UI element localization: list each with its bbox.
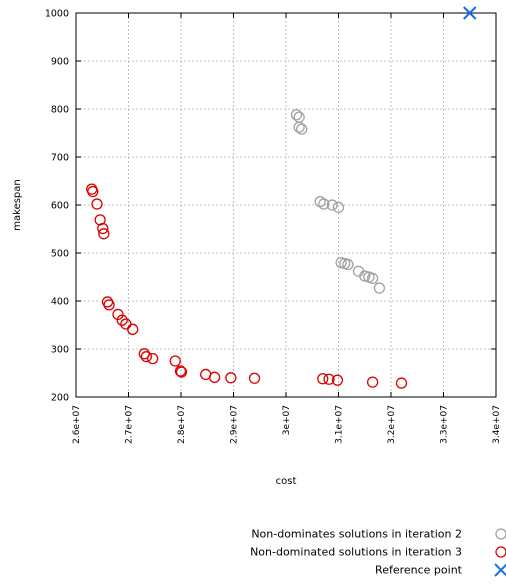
data-point	[318, 198, 330, 210]
legend-label-2: Non-dominated solutions in iteration 3	[250, 546, 462, 559]
data-point	[225, 372, 237, 384]
legend-label-3: Reference point	[375, 564, 463, 577]
y-tick-label: 600	[51, 201, 69, 212]
y-tick-label: 900	[51, 57, 69, 68]
data-point	[87, 185, 99, 198]
data-point	[116, 314, 128, 326]
legend-marker-1	[495, 528, 506, 540]
data-points	[86, 6, 477, 389]
data-point	[169, 355, 181, 367]
y-tick-label: 300	[51, 345, 69, 356]
y-axis-label: makespan	[12, 179, 23, 230]
x-tick-label: 3.2e+07	[387, 405, 397, 444]
data-point	[175, 366, 188, 378]
data-point	[140, 351, 153, 363]
series-2-points	[86, 183, 408, 389]
grid	[75, 12, 497, 398]
data-point	[91, 198, 103, 210]
y-tick-label: 200	[51, 393, 69, 404]
data-point	[323, 373, 335, 385]
data-point	[366, 376, 379, 388]
x-tick-label: 3.3e+07	[440, 405, 450, 444]
data-point	[290, 109, 303, 121]
legend-marker-2	[495, 546, 506, 558]
x-tick-label: 3e+07	[282, 405, 292, 435]
axis-ticks: 2.6e+07 2.7e+07 2.8e+07 2.9e+07 3e+07 3.1e+07…	[45, 9, 502, 444]
data-point	[97, 222, 109, 235]
data-point	[103, 299, 115, 311]
data-point	[174, 365, 187, 377]
series-3-points	[463, 6, 477, 20]
data-point	[98, 228, 110, 240]
x-tick-label: 2.9e+07	[230, 405, 240, 444]
data-point	[317, 373, 329, 385]
y-tick-label: 800	[51, 105, 69, 116]
x-axis-label: cost	[276, 476, 297, 487]
data-point	[359, 270, 371, 282]
data-point	[326, 199, 338, 211]
data-point	[112, 308, 124, 321]
legend-marker-3	[494, 563, 506, 577]
data-point	[208, 371, 221, 383]
data-point	[248, 372, 261, 384]
data-point	[463, 6, 477, 20]
x-tick-label: 2.8e+07	[177, 405, 187, 444]
data-point	[138, 348, 150, 360]
y-tick-label: 1000	[45, 9, 69, 20]
x-tick-label: 3.4e+07	[492, 405, 502, 444]
data-point	[342, 258, 354, 271]
legend-label-1: Non-dominates solutions in iteration 2	[251, 528, 462, 541]
data-point	[127, 323, 139, 335]
data-point	[332, 201, 345, 214]
x-tick-label: 3.1e+07	[335, 405, 345, 444]
data-point	[146, 352, 159, 365]
legend: Non-dominates solutions in iteration 2 No…	[250, 528, 506, 577]
y-tick-label: 400	[51, 297, 69, 308]
data-point	[373, 282, 386, 294]
data-point	[395, 377, 408, 389]
data-point	[293, 111, 305, 123]
x-tick-label: 2.7e+07	[125, 405, 135, 444]
y-tick-label: 500	[51, 249, 69, 260]
data-point	[293, 121, 305, 133]
y-tick-label: 700	[51, 153, 69, 164]
data-point	[296, 123, 308, 135]
x-tick-label: 2.6e+07	[72, 405, 82, 444]
data-point	[331, 374, 344, 386]
data-point	[366, 272, 379, 285]
series-1-points	[290, 109, 386, 294]
